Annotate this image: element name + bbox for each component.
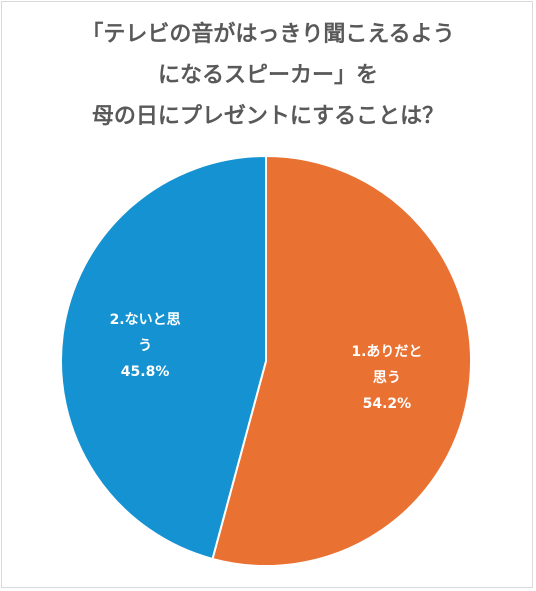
- data-label-category: 思う: [373, 370, 401, 386]
- data-label-category: 2.ないと思: [110, 312, 181, 328]
- chart-title: 「テレビの音がはっきり聞こえるよう になるスピーカー」を 母の日にプレゼントにす…: [0, 14, 536, 137]
- chart-title-line-1: 「テレビの音がはっきり聞こえるよう: [81, 22, 455, 47]
- chart-title-line-2: になるスピーカー」を: [157, 63, 378, 88]
- pie-slice-1: [211, 154, 472, 567]
- pie-slices: [60, 154, 472, 567]
- pie-slice-1-label: 1.ありだと思う 54.2%: [351, 344, 422, 412]
- data-label-category: 1.ありだと: [351, 344, 422, 360]
- pie-slice-2-label: 2.ないと思う 45.8%: [110, 312, 181, 380]
- pie-labels: 1.ありだと思う 54.2% 2.ないと思う 45.8%: [110, 312, 423, 412]
- data-label-category: う: [138, 338, 152, 354]
- chart-title-line-3: 母の日にプレゼントにすることは？: [91, 104, 445, 129]
- pie-slice-2: [60, 154, 267, 561]
- data-label-value: 45.8%: [121, 364, 170, 380]
- data-label-value: 54.2%: [363, 396, 412, 412]
